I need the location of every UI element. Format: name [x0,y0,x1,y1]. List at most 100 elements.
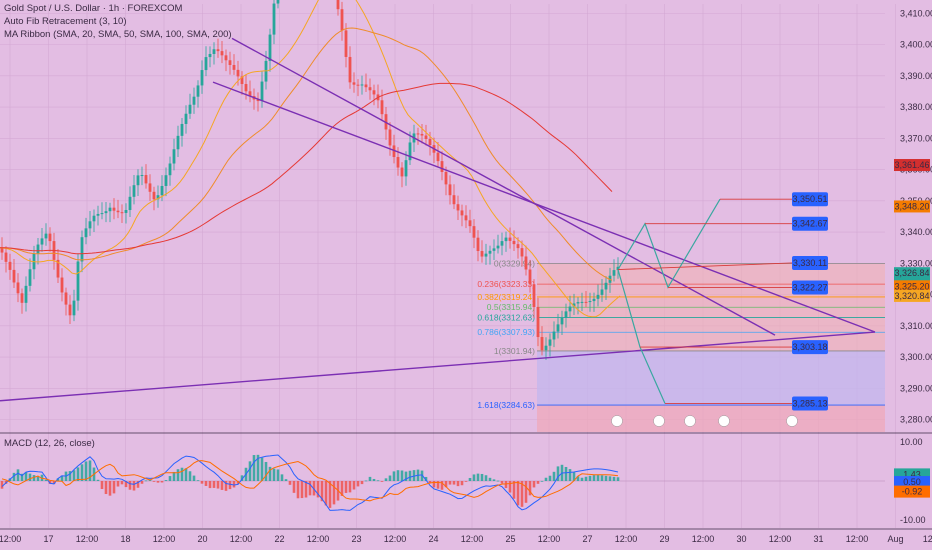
candle-body [236,69,240,77]
price-tick-label: 3,390.00 [900,71,932,81]
target-badge-label: 3,342.67 [792,219,827,229]
macd-histogram-bar [128,481,132,490]
macd-histogram-bar [380,481,384,482]
legend-fib[interactable]: Auto Fib Retracement (3, 10) [4,16,127,27]
macd-histogram-bar [504,481,508,489]
time-tick-label: 12:00 [153,534,176,544]
macd-histogram-bar [396,470,400,481]
macd-histogram-bar [556,466,560,481]
candle-body [124,210,128,213]
macd-histogram-bar [120,481,124,485]
candle-body [552,331,556,340]
candle-body [272,3,276,35]
macd-histogram-bar [152,481,156,482]
macd-histogram-bar [80,464,84,481]
macd-marker-label: 0.50 [903,477,921,487]
macd-histogram-bar [528,481,532,496]
candle-body [40,238,44,245]
macd-histogram-bar [96,479,100,481]
macd-legend[interactable]: MACD (12, 26, close) [4,438,95,449]
candle-body [152,191,156,200]
target-badge-label: 3,322.27 [792,282,827,292]
candle-body [480,251,484,257]
candle-body [224,55,228,61]
time-tick-label: 22 [274,534,284,544]
macd-histogram-bar [536,481,540,484]
macd-histogram-bar [368,476,372,481]
candle-body [356,84,360,86]
macd-histogram-bar [424,476,428,481]
support-trendline [0,331,876,402]
price-marker-label: 3,348.20 [894,201,929,211]
lower-zone [537,405,885,432]
macd-histogram-bar [192,475,196,481]
candle-body [176,135,180,150]
candle-body [348,56,352,83]
macd-histogram-bar [268,466,272,481]
macd-histogram-bar [200,481,204,484]
candle-body [420,133,424,136]
candle-body [80,237,84,262]
candle-body [600,289,604,295]
candle-body [44,233,48,239]
candle-body [28,269,32,286]
candle-body [392,145,396,158]
macd-histogram-bar [44,479,48,481]
candle-body [508,237,512,241]
ma-50-line [0,27,613,281]
candle-body [592,298,596,302]
macd-histogram-bar [436,481,440,489]
candle-body [160,185,164,196]
candle-body [472,226,476,238]
macd-histogram-bar [88,460,92,481]
legend-ma-ribbon[interactable]: MA Ribbon (SMA, 20, SMA, 50, SMA, 100, S… [4,29,232,40]
macd-histogram-bar [340,481,344,496]
candle-body [368,87,372,91]
candle-body [460,210,464,216]
candle-body [604,282,608,290]
macd-histogram-bar [584,476,588,481]
macd-histogram-bar [224,481,228,491]
price-tick-label: 3,290.00 [900,383,932,393]
candle-body [144,175,148,184]
candle-body [248,91,252,97]
macd-histogram-bar [548,475,552,481]
macd-tick-label: -10.00 [900,515,926,525]
candle-body [452,195,456,205]
macd-marker-label: 1.43 [903,469,921,479]
fib-label: 0(3329.94) [494,258,535,268]
macd-histogram-bar [252,455,256,481]
macd-histogram-bar [308,481,312,496]
macd-histogram-bar [576,476,580,481]
macd-histogram-bar [540,480,544,482]
macd-marker [894,485,930,498]
symbol-title[interactable]: Gold Spot / U.S. Dollar · 1h · FOREXCOM [4,3,183,14]
candle-body [612,270,616,276]
macd-histogram-bar [408,470,412,481]
macd-histogram-bar [24,472,28,481]
macd-histogram-bar [616,477,620,481]
candle-body [580,301,584,303]
candle-body [404,160,408,177]
price-tick-label: 3,340.00 [900,227,932,237]
candle-body [588,301,592,303]
macd-histogram-bar [360,481,364,485]
candle-body [336,0,340,10]
macd-marker [894,476,930,489]
candle-body [8,261,12,270]
candle-body [344,30,348,57]
time-tick-label: 17 [43,534,53,544]
candle-body [0,247,4,253]
macd-histogram-bar [176,469,180,481]
candle-body [196,85,200,97]
time-tick-label: 24 [428,534,438,544]
macd-histogram-bar [608,476,612,481]
macd-histogram-bar [20,473,24,481]
macd-histogram-bar [256,454,260,481]
time-tick-label: 23 [351,534,361,544]
candle-body [228,60,232,65]
candle-body [576,302,580,304]
bullish-projection [617,198,721,289]
